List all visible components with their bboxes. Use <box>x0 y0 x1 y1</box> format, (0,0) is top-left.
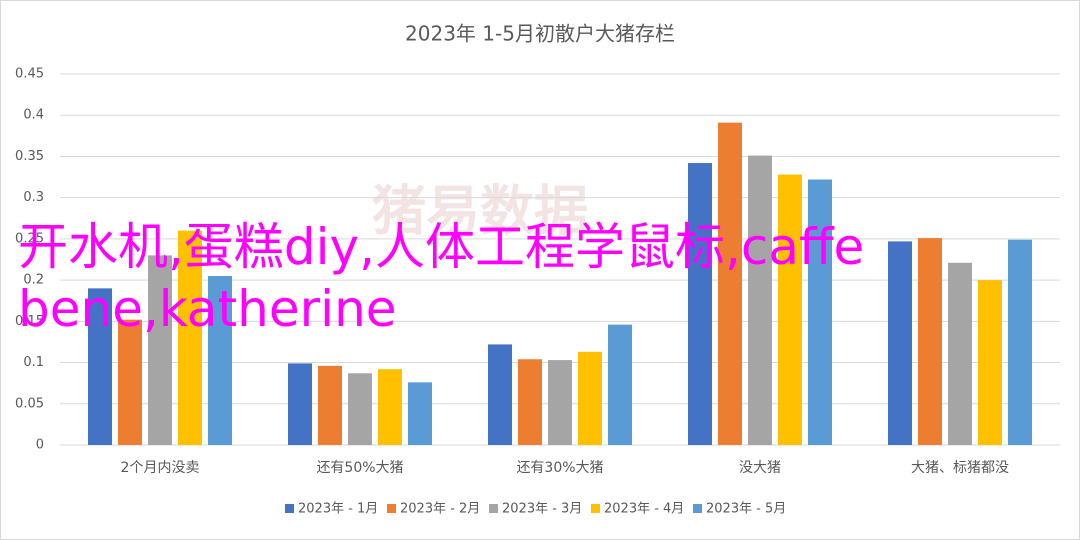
y-tick-label: 0.4 <box>23 108 44 123</box>
y-tick-label: 0 <box>36 438 44 453</box>
legend-label: 2023年 - 4月 <box>604 502 684 517</box>
legend-label: 2023年 - 5月 <box>706 502 786 517</box>
bar <box>778 174 802 446</box>
y-tick-label: 0.3 <box>23 190 44 205</box>
x-tick-label: 没大猪 <box>739 460 781 476</box>
bar <box>578 351 602 445</box>
bar <box>148 255 172 445</box>
x-tick-label: 还有50%大猪 <box>316 460 403 476</box>
legend-label: 2023年 - 3月 <box>502 502 582 517</box>
bar <box>808 179 832 446</box>
legend-swatch <box>285 504 294 513</box>
bar <box>318 365 342 445</box>
bar <box>548 360 572 445</box>
legend-swatch <box>693 504 702 513</box>
bar <box>118 319 142 445</box>
bar <box>608 324 632 445</box>
bar <box>488 344 512 445</box>
overlay-text: 开水机,蛋糕diy,人体工程学鼠标,caffe bene,katherine <box>18 218 865 338</box>
bar <box>408 382 432 445</box>
bar <box>288 363 312 445</box>
bar <box>718 122 742 446</box>
legend-swatch <box>387 504 396 513</box>
legend-label: 2023年 - 1月 <box>298 502 378 517</box>
bar <box>918 238 942 445</box>
y-tick-label: 0.2 <box>23 273 44 288</box>
legend-swatch <box>489 504 498 513</box>
chart-title: 2023年 1-5月初散户大猪存栏 <box>405 22 675 46</box>
y-tick-label: 0.25 <box>15 231 44 246</box>
legend-label: 2023年 - 2月 <box>400 502 480 517</box>
bar <box>888 241 912 445</box>
bar <box>88 288 112 445</box>
x-tick-label: 2个月内没卖 <box>121 460 200 476</box>
bar <box>178 230 202 445</box>
bar <box>948 262 972 445</box>
x-tick-label: 大猪、标猪都没 <box>911 460 1009 476</box>
bar <box>1008 239 1032 445</box>
bar <box>378 369 402 445</box>
bar <box>208 275 232 445</box>
y-tick-label: 0.45 <box>15 67 44 82</box>
bar <box>348 373 372 445</box>
bar <box>688 163 712 446</box>
bar <box>978 280 1002 445</box>
y-tick-label: 0.35 <box>15 149 44 164</box>
y-tick-label: 0.15 <box>15 314 44 329</box>
y-tick-label: 0.1 <box>23 355 44 370</box>
y-tick-label: 0.05 <box>15 396 44 411</box>
bar <box>748 155 772 445</box>
x-tick-label: 还有30%大猪 <box>516 460 603 476</box>
watermark: 猪易数据 <box>372 180 588 243</box>
legend-swatch <box>591 504 600 513</box>
bar <box>518 359 542 445</box>
